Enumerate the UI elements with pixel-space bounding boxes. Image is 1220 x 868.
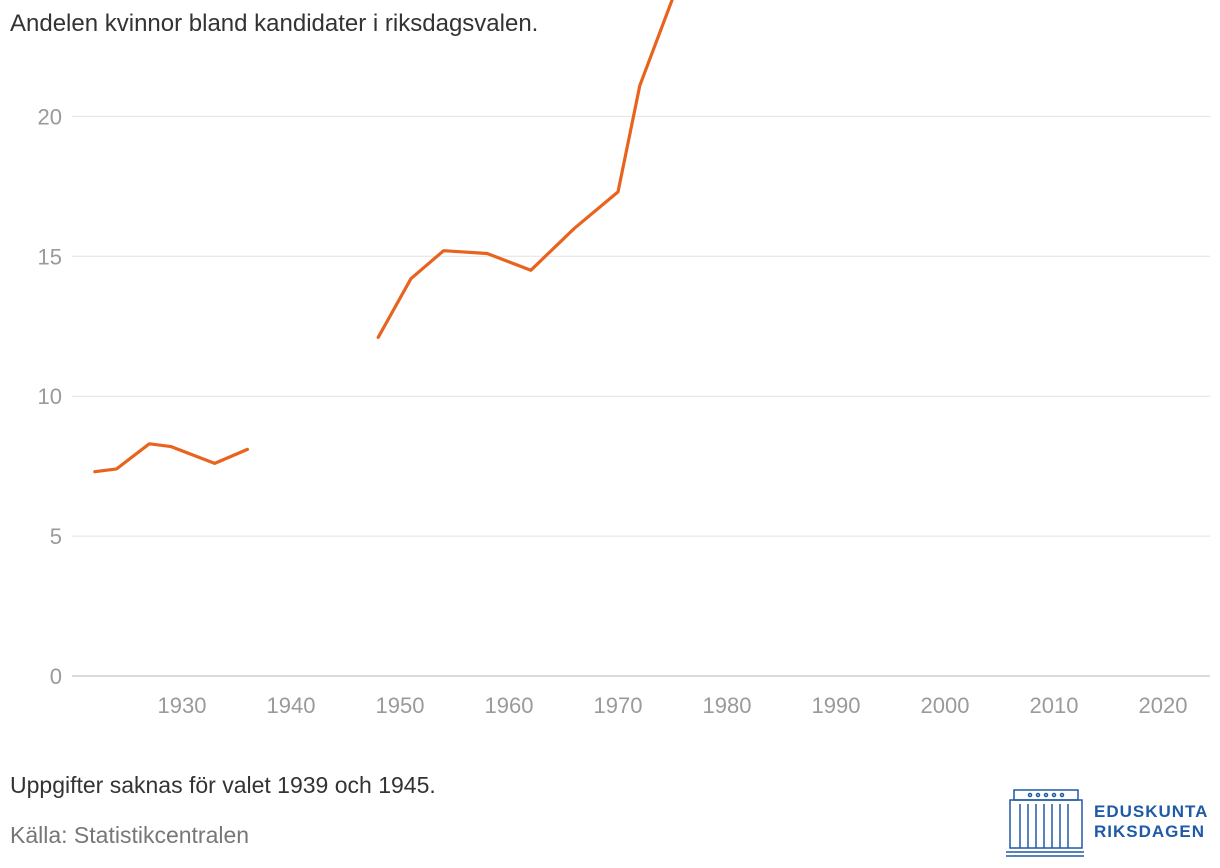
footnote: Uppgifter saknas för valet 1939 och 1945… [10, 772, 436, 798]
series-line-segment-2 [376, 0, 674, 339]
x-tick-label: 1940 [267, 693, 316, 718]
y-tick-label: 5 [50, 524, 62, 549]
x-tick-label: 2010 [1030, 693, 1079, 718]
x-tick-label: 2000 [921, 693, 970, 718]
y-tick-label: 0 [50, 664, 62, 689]
x-tick-label: 1970 [594, 693, 643, 718]
grid [72, 115, 1210, 677]
line-chart: 0510152025303540% 1930194019501960197019… [38, 0, 1210, 718]
logo-line-1: EDUSKUNTA [1094, 802, 1209, 821]
series-line-segment-1 [93, 442, 249, 474]
x-tick-label: 1990 [812, 693, 861, 718]
x-tick-label: 1980 [703, 693, 752, 718]
parliament-building-icon [1006, 789, 1084, 857]
logo-line-2: RIKSDAGEN [1094, 822, 1206, 841]
chart-title: Andelen kvinnor bland kandidater i riksd… [10, 10, 539, 37]
source-text: Källa: Statistikcentralen [10, 822, 250, 848]
y-tick-label: 15 [38, 244, 62, 269]
eduskunta-logo: EDUSKUNTA RIKSDAGEN [1004, 784, 1218, 860]
series-lines [93, 0, 674, 474]
logo-text: EDUSKUNTA RIKSDAGEN [1094, 802, 1208, 842]
x-axis: 1930 1940 1950 1960 1970 1980 1990 2000 2010 2020 [158, 693, 1188, 718]
x-tick-label: 1930 [158, 693, 207, 718]
y-axis: 0510152025303540% [38, 104, 62, 689]
y-tick-label: 20 [38, 104, 62, 129]
x-tick-label: 1960 [485, 693, 534, 718]
x-tick-label: 1950 [376, 693, 425, 718]
x-tick-label: 2020 [1139, 693, 1188, 718]
y-tick-label: 10 [38, 384, 62, 409]
